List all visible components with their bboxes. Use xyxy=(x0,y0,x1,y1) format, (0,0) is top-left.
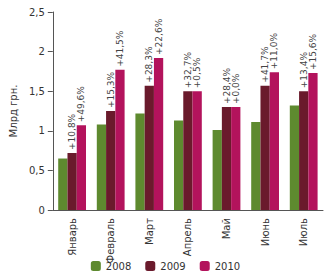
svg-text:+15,3%: +15,3% xyxy=(106,71,116,108)
svg-text:Февраль: Февраль xyxy=(105,218,116,264)
svg-text:Апрель: Апрель xyxy=(182,218,193,256)
svg-text:+10,8%: +10,8% xyxy=(67,113,78,150)
svg-text:+28,4%: +28,4% xyxy=(221,67,232,104)
svg-text:2009: 2009 xyxy=(160,261,185,272)
svg-text:+41,7%: +41,7% xyxy=(260,46,271,83)
svg-text:+0,5%: +0,5% xyxy=(192,57,202,88)
svg-text:0,5: 0,5 xyxy=(29,165,45,176)
svg-text:1: 1 xyxy=(38,125,44,136)
svg-text:2010: 2010 xyxy=(215,261,240,272)
svg-text:+11,0%: +11,0% xyxy=(269,33,279,70)
svg-text:2: 2 xyxy=(38,46,44,57)
svg-text:1,5: 1,5 xyxy=(29,86,45,97)
svg-text:+41,5%: +41,5% xyxy=(115,30,125,67)
svg-text:0: 0 xyxy=(38,205,44,216)
svg-text:+15,6%: +15,6% xyxy=(308,33,318,70)
svg-text:Май: Май xyxy=(221,218,232,239)
svg-text:+0,0%: +0,0% xyxy=(231,73,241,104)
svg-text:+32,7%: +32,7% xyxy=(182,52,193,89)
svg-text:Июль: Июль xyxy=(298,218,309,246)
svg-text:+13,4%: +13,4% xyxy=(298,52,309,89)
svg-text:+49,6%: +49,6% xyxy=(76,86,86,123)
svg-text:2008: 2008 xyxy=(106,261,131,272)
svg-text:Июнь: Июнь xyxy=(260,218,271,246)
svg-text:Млрд грн.: Млрд грн. xyxy=(8,85,19,138)
svg-text:Январь: Январь xyxy=(67,218,78,256)
svg-text:2,5: 2,5 xyxy=(29,7,45,18)
svg-text:Март: Март xyxy=(144,218,155,245)
svg-text:+28,3%: +28,3% xyxy=(144,46,155,83)
svg-text:+22,6%: +22,6% xyxy=(154,18,164,55)
